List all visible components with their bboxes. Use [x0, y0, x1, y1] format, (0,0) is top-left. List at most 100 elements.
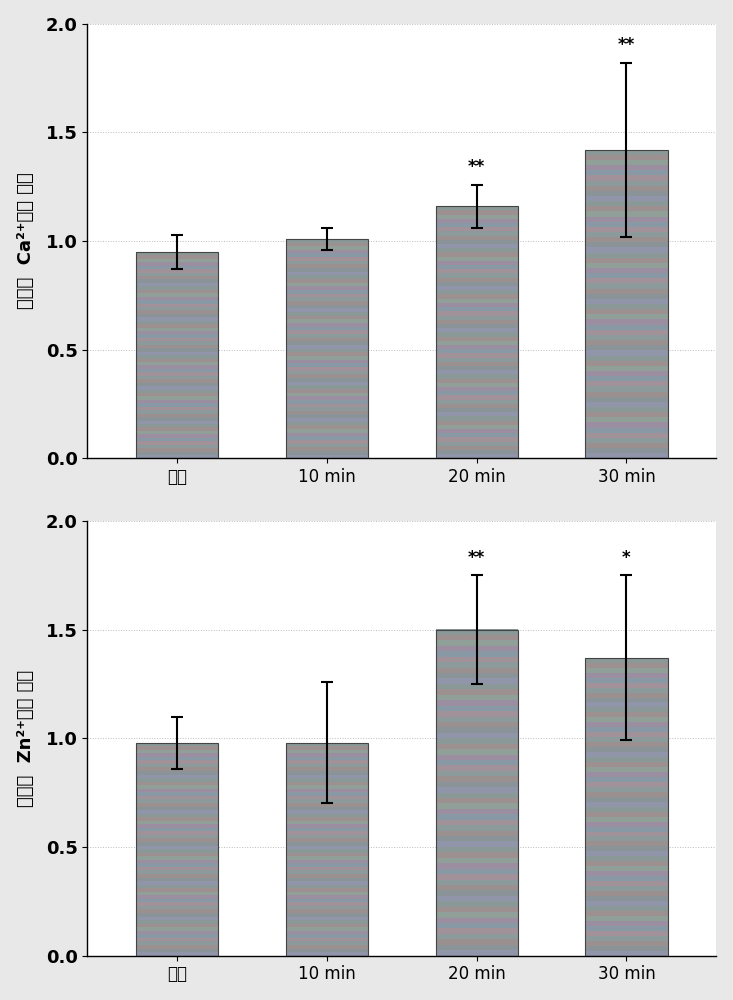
Bar — [136, 345, 218, 348]
Bar — [435, 399, 518, 404]
Bar — [286, 433, 368, 436]
Bar — [286, 279, 368, 283]
Bar — [136, 386, 218, 390]
Bar — [585, 258, 668, 263]
Bar — [286, 803, 368, 807]
Bar — [286, 297, 368, 301]
Bar — [286, 792, 368, 796]
Bar — [286, 831, 368, 835]
Bar — [585, 688, 668, 693]
Bar — [136, 789, 218, 792]
Bar — [585, 340, 668, 345]
Bar — [136, 303, 218, 307]
Bar — [286, 338, 368, 341]
Bar — [435, 917, 518, 923]
Bar — [435, 841, 518, 847]
Bar — [585, 658, 668, 956]
Bar — [435, 391, 518, 395]
Bar — [585, 732, 668, 737]
Bar — [286, 743, 368, 746]
Bar — [136, 920, 218, 924]
Bar — [136, 417, 218, 421]
Bar — [585, 407, 668, 412]
Bar — [136, 952, 218, 956]
Bar — [286, 774, 368, 778]
Bar — [585, 807, 668, 812]
Bar — [585, 866, 668, 871]
Bar — [286, 352, 368, 356]
Bar — [136, 420, 218, 424]
Bar — [435, 366, 518, 370]
Bar — [136, 376, 218, 379]
Bar — [585, 309, 668, 314]
Bar — [136, 927, 218, 931]
Bar — [585, 150, 668, 155]
Bar — [286, 867, 368, 870]
Bar — [286, 757, 368, 760]
Bar — [286, 239, 368, 458]
Bar — [136, 771, 218, 775]
Bar — [585, 683, 668, 688]
Bar — [286, 389, 368, 393]
Bar — [585, 782, 668, 787]
Bar — [286, 948, 368, 952]
Bar — [136, 948, 218, 952]
Bar — [585, 658, 668, 663]
Bar — [136, 835, 218, 838]
Bar — [286, 444, 368, 447]
Bar — [286, 429, 368, 433]
Bar — [435, 429, 518, 433]
Bar — [286, 301, 368, 305]
Bar — [286, 392, 368, 396]
Bar — [585, 263, 668, 268]
Bar — [136, 892, 218, 895]
Bar — [286, 845, 368, 849]
Bar — [136, 331, 218, 334]
Bar — [286, 931, 368, 934]
Bar — [136, 796, 218, 799]
Bar — [136, 400, 218, 403]
Bar — [435, 227, 518, 231]
Bar — [136, 934, 218, 938]
Bar — [435, 814, 518, 820]
Bar — [136, 283, 218, 286]
Bar — [136, 414, 218, 417]
Bar — [585, 663, 668, 668]
Bar — [435, 404, 518, 408]
Bar — [585, 722, 668, 727]
Bar — [136, 906, 218, 909]
Bar — [585, 752, 668, 757]
Bar — [136, 938, 218, 941]
Bar — [435, 646, 518, 651]
Bar — [136, 785, 218, 789]
Bar — [585, 831, 668, 836]
Bar — [136, 255, 218, 259]
Bar — [286, 916, 368, 920]
Bar — [435, 831, 518, 836]
Bar — [286, 242, 368, 246]
Bar — [136, 424, 218, 427]
Bar — [585, 211, 668, 217]
Bar — [136, 899, 218, 902]
Bar — [585, 812, 668, 817]
Bar — [585, 946, 668, 951]
Bar — [286, 895, 368, 899]
Bar — [286, 294, 368, 297]
Bar — [286, 425, 368, 429]
Bar — [585, 289, 668, 294]
Bar — [286, 853, 368, 856]
Bar — [286, 374, 368, 378]
Bar — [435, 282, 518, 286]
Bar — [585, 871, 668, 876]
Bar — [286, 909, 368, 913]
Bar — [286, 407, 368, 411]
Bar — [286, 764, 368, 767]
Bar — [136, 389, 218, 393]
Bar — [286, 934, 368, 938]
Bar — [286, 323, 368, 327]
Bar — [286, 810, 368, 814]
Bar — [286, 264, 368, 268]
Bar — [435, 345, 518, 349]
Bar — [435, 852, 518, 858]
Bar — [435, 236, 518, 240]
